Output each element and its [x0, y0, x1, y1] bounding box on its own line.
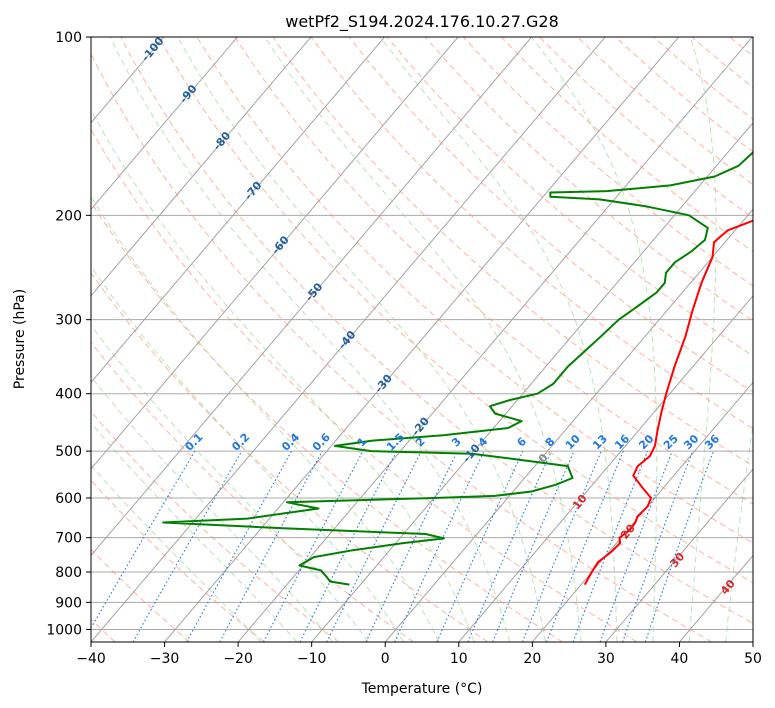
moist-adiabat-line	[91, 375, 334, 642]
moist-adiabat-line	[725, 421, 753, 642]
sounding-series	[162, 151, 753, 586]
moist-adiabat-line	[264, 37, 582, 642]
mixing-ratio-line	[599, 450, 673, 642]
y-axis-ticks: 100 200 300 400 500 600 700 800 900 1000	[46, 30, 91, 638]
y-tick-label: 500	[55, 444, 82, 460]
moist-adiabat-line	[531, 37, 658, 642]
mixing-ratio-line	[622, 450, 694, 642]
mixing-ratio-line	[219, 450, 323, 642]
moist-adiabat-line	[91, 108, 475, 642]
x-tick-label: −40	[76, 651, 106, 667]
dry-adiabat-line	[91, 548, 191, 642]
isotherm-line	[384, 208, 753, 642]
mixing-ratio-lines	[91, 450, 715, 642]
x-tick-label: 50	[744, 651, 762, 667]
isotherm-line	[605, 468, 753, 642]
moist-adiabat-line	[91, 195, 440, 642]
moist-adiabat-line	[91, 324, 369, 642]
mixing-ratio-line	[546, 450, 624, 642]
x-tick-label: 20	[523, 651, 541, 667]
y-tick-label: 400	[55, 387, 82, 403]
dry-adiabat-line	[91, 341, 414, 642]
moist-adiabat-line	[109, 37, 511, 642]
dry-adiabat-line	[348, 37, 753, 393]
mixing-ratio-line	[467, 450, 552, 642]
plot-area: 0.1 0.2 0.4 0.6 1 1.5 2 3 4 6 8 10 13 16 20 25 30 36-100-…	[91, 37, 753, 642]
dry-adiabat-line	[120, 37, 753, 624]
mixing-ratio-line	[521, 450, 602, 642]
mixing-ratio-line	[572, 450, 649, 642]
y-tick-label: 200	[55, 208, 82, 224]
y-tick-label: 900	[55, 595, 82, 611]
dry-adiabat-line	[91, 479, 265, 642]
y-tick-label: 800	[55, 565, 82, 581]
isotherm-line	[91, 37, 238, 211]
moist-adiabat-line	[688, 37, 717, 642]
x-axis-ticks: −40 −30 −20 −10 0 10 20 30 40 50	[76, 642, 762, 667]
y-tick-label: 1000	[46, 622, 82, 638]
isotherm-line	[91, 37, 459, 470]
x-tick-label: 40	[671, 651, 689, 667]
dry-adiabat-line	[310, 37, 753, 430]
x-tick-label: −10	[297, 651, 327, 667]
moist-adiabat-line	[91, 422, 298, 642]
sounding-series-line	[583, 219, 753, 586]
isotherm-line	[458, 295, 753, 642]
y-tick-label: 600	[55, 491, 82, 507]
dry-adiabat-line	[91, 128, 638, 642]
x-tick-label: −20	[223, 651, 253, 667]
mixing-ratio-line	[436, 450, 524, 642]
isotherm-line	[531, 381, 753, 642]
isotherm-line	[91, 37, 312, 297]
dry-adiabat-lines	[91, 37, 753, 642]
y-tick-label: 300	[55, 313, 82, 329]
mixing-ratio-line	[186, 450, 293, 642]
moist-adiabat-line	[91, 265, 405, 642]
x-tick-label: 30	[597, 651, 615, 667]
moist-adiabat-line	[177, 37, 546, 642]
isotherm-lines	[91, 37, 753, 642]
dry-adiabat-line	[91, 201, 563, 642]
sounding-series-line	[162, 151, 753, 586]
isotherm-line	[237, 37, 753, 642]
isotherm-line	[91, 37, 606, 642]
y-tick-label: 700	[55, 531, 82, 547]
x-tick-label: 10	[450, 651, 468, 667]
x-tick-label: −30	[150, 651, 180, 667]
y-axis-label: Pressure (hPa)	[12, 289, 28, 389]
chart-title: wetPf2_S194.2024.176.10.27.G28	[285, 12, 559, 32]
x-tick-label: 0	[381, 651, 390, 667]
mixing-ratio-line	[644, 450, 715, 642]
moist-adiabat-lines	[91, 37, 753, 642]
mixing-ratio-line	[299, 450, 398, 642]
mixing-ratio-line	[492, 450, 575, 642]
mixing-ratio-line	[326, 450, 422, 642]
isotherm-line	[164, 37, 680, 642]
isotherm-line	[91, 37, 533, 557]
isotherm-line	[311, 122, 753, 642]
dry-adiabat-line	[91, 272, 489, 642]
isotherm-line	[91, 37, 385, 384]
dry-adiabat-line	[158, 37, 753, 584]
plot-frame	[90, 36, 754, 643]
y-tick-label: 100	[55, 30, 82, 46]
dry-adiabat-line	[91, 52, 713, 642]
dry-adiabat-line	[272, 37, 753, 467]
dry-adiabat-line	[196, 37, 753, 544]
dry-adiabat-line	[234, 37, 753, 505]
x-axis-label: Temperature (°C)	[361, 681, 483, 697]
